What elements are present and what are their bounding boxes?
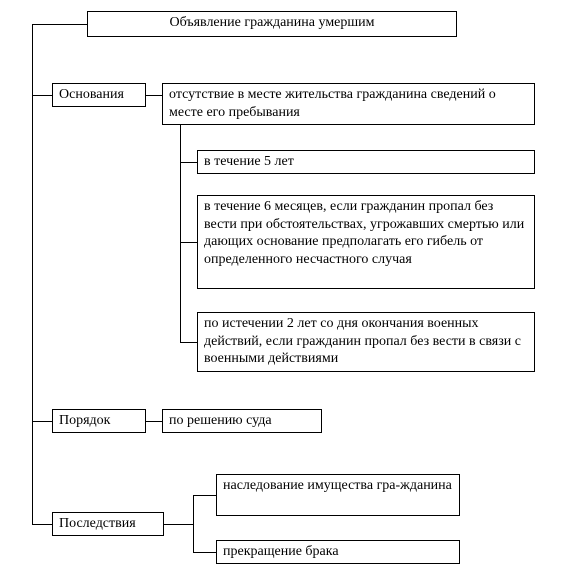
conn-title <box>32 24 87 25</box>
procedure-label: Порядок <box>59 413 110 428</box>
grounds-label-box: Основания <box>52 83 146 107</box>
grounds-description: отсутствие в месте жительства гражданина… <box>169 87 496 120</box>
grounds-item-1: в течение 5 лет <box>204 154 294 169</box>
grounds-item-2: в течение 6 месяцев, если гражданин проп… <box>204 199 524 267</box>
consequences-item-1: наследование имущества гра-жданина <box>223 478 452 493</box>
conn-consequences <box>32 524 52 525</box>
conn-cons-item-1 <box>193 495 216 496</box>
consequences-item-2-box: прекращение брака <box>216 540 460 564</box>
conn-ground-item-1 <box>180 162 197 163</box>
conn-procedure-item <box>146 421 162 422</box>
trunk-vertical <box>32 24 33 524</box>
consequences-item-1-box: наследование имущества гра-жданина <box>216 474 460 516</box>
consequences-label: Последствия <box>59 516 136 531</box>
conn-cons-stub <box>164 524 193 525</box>
diagram-canvas: Объявление гражданина умершим Основания … <box>0 0 574 588</box>
procedure-item-box: по решению суда <box>162 409 322 433</box>
conn-ground-item-2 <box>180 242 197 243</box>
grounds-item-1-box: в течение 5 лет <box>197 150 535 174</box>
title-text: Объявление гражданина умершим <box>169 15 374 30</box>
sub-trunk-vertical <box>180 125 181 342</box>
procedure-label-box: Порядок <box>52 409 146 433</box>
conn-grounds <box>32 95 52 96</box>
grounds-label: Основания <box>59 87 124 102</box>
conn-procedure <box>32 421 52 422</box>
grounds-item-2-box: в течение 6 месяцев, если гражданин проп… <box>197 195 535 289</box>
consequences-item-2: прекращение брака <box>223 544 339 559</box>
conn-grounds-desc <box>146 95 162 96</box>
title-box: Объявление гражданина умершим <box>87 11 457 37</box>
grounds-item-3: по истечении 2 лет со дня окончания воен… <box>204 316 521 366</box>
conn-cons-item-2 <box>193 552 216 553</box>
grounds-description-box: отсутствие в месте жительства гражданина… <box>162 83 535 125</box>
procedure-item: по решению суда <box>169 413 272 428</box>
consequences-label-box: Последствия <box>52 512 164 536</box>
conn-ground-item-3 <box>180 342 197 343</box>
grounds-item-3-box: по истечении 2 лет со дня окончания воен… <box>197 312 535 372</box>
cons-trunk-vertical <box>193 495 194 552</box>
